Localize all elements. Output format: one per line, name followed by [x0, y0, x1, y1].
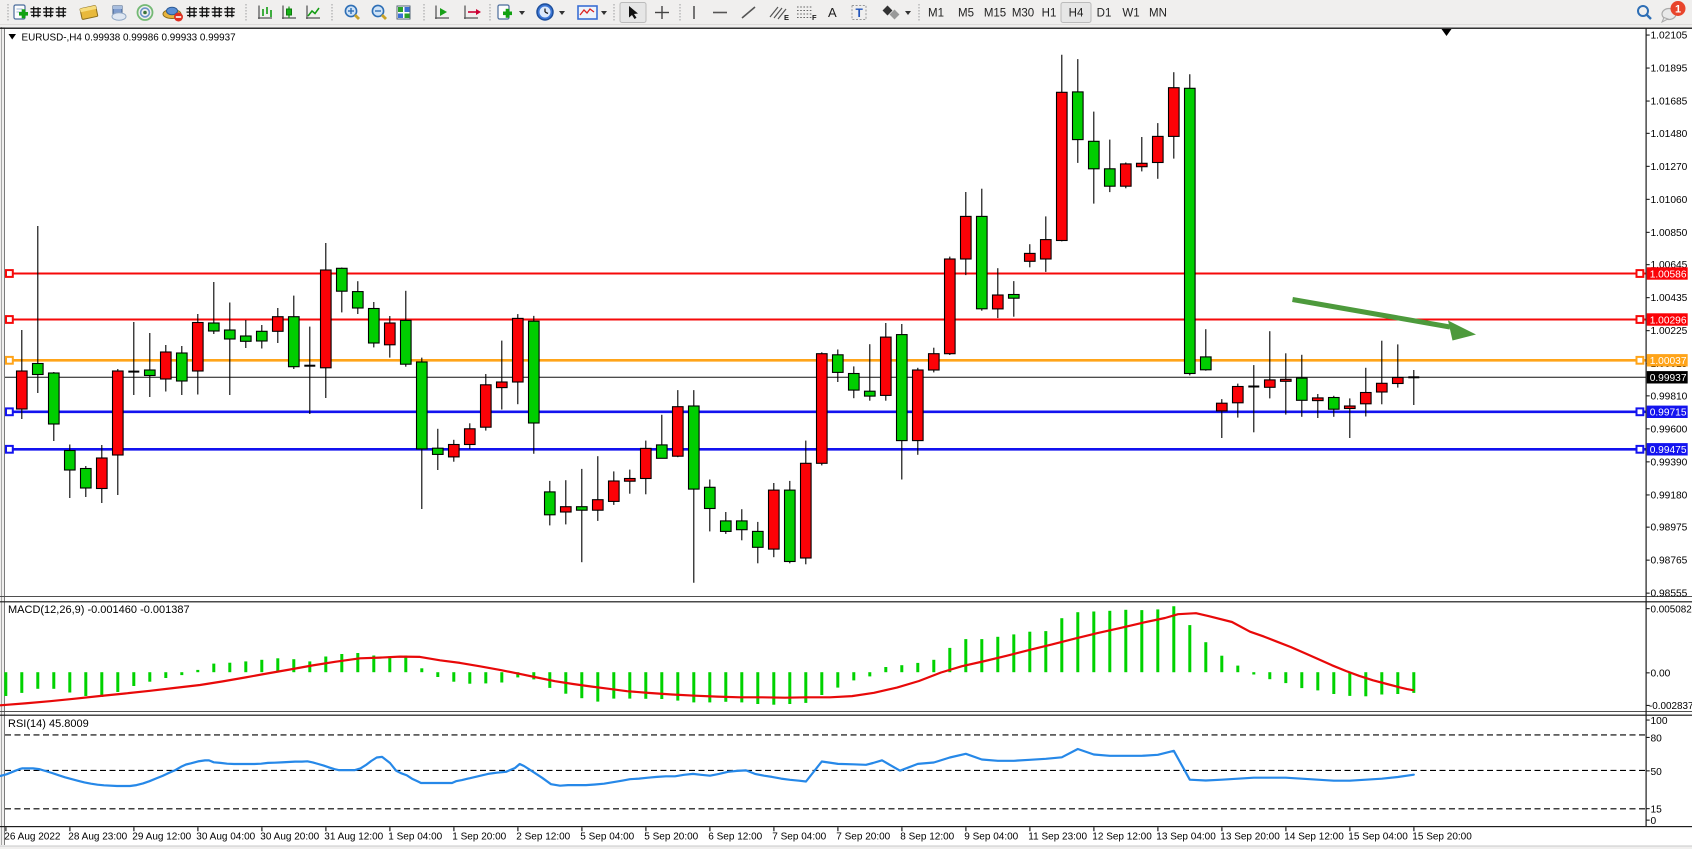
- svg-text:E: E: [784, 13, 789, 22]
- svg-text:50: 50: [1651, 767, 1663, 778]
- svg-text:6 Sep 12:00: 6 Sep 12:00: [708, 832, 762, 843]
- svg-text:0: 0: [1651, 816, 1657, 827]
- svg-text:9 Sep 04:00: 9 Sep 04:00: [964, 832, 1018, 843]
- svg-text:0.99180: 0.99180: [1651, 491, 1688, 502]
- svg-text:0.99475: 0.99475: [1650, 445, 1687, 456]
- svg-text:A: A: [828, 5, 837, 20]
- svg-text:1.00586: 1.00586: [1650, 269, 1687, 280]
- svg-text:26 Aug 2022: 26 Aug 2022: [4, 832, 61, 843]
- svg-text:1.00435: 1.00435: [1651, 293, 1688, 304]
- svg-text:1.02105: 1.02105: [1651, 31, 1688, 42]
- svg-text:H4: H4: [1069, 8, 1084, 20]
- svg-text:1 Sep 04:00: 1 Sep 04:00: [388, 832, 442, 843]
- svg-text:1 Sep 20:00: 1 Sep 20:00: [452, 832, 506, 843]
- svg-text:11 Sep 23:00: 11 Sep 23:00: [1028, 832, 1087, 843]
- svg-text:1.00225: 1.00225: [1651, 326, 1688, 337]
- svg-text:5 Sep 04:00: 5 Sep 04:00: [580, 832, 634, 843]
- svg-text:1.00645: 1.00645: [1651, 260, 1688, 271]
- svg-text:RSI(14) 45.8009: RSI(14) 45.8009: [8, 718, 89, 730]
- svg-text:0.99715: 0.99715: [1650, 408, 1687, 419]
- svg-text:-0.002837: -0.002837: [1649, 701, 1692, 712]
- svg-text:F: F: [812, 13, 817, 22]
- svg-text:2 Sep 12:00: 2 Sep 12:00: [516, 832, 570, 843]
- svg-text:28 Aug 23:00: 28 Aug 23:00: [68, 832, 127, 843]
- svg-text:0.99937: 0.99937: [1650, 373, 1687, 384]
- svg-text:15 Sep 04:00: 15 Sep 04:00: [1348, 832, 1408, 843]
- svg-text:D1: D1: [1097, 8, 1112, 20]
- svg-text:H1: H1: [1042, 8, 1057, 20]
- svg-text:1.00296: 1.00296: [1650, 315, 1687, 326]
- svg-text:30 Aug 04:00: 30 Aug 04:00: [196, 832, 255, 843]
- svg-text:31 Aug 12:00: 31 Aug 12:00: [324, 832, 383, 843]
- svg-text:0.99390: 0.99390: [1651, 457, 1688, 468]
- svg-text:M5: M5: [958, 8, 974, 20]
- svg-text:0.99810: 0.99810: [1651, 391, 1688, 402]
- svg-text:0.005082: 0.005082: [1651, 604, 1692, 615]
- svg-text:EURUSD-,H4 0.99938 0.99986 0.: EURUSD-,H4 0.99938 0.99986 0.99933 0.999…: [22, 32, 236, 43]
- svg-text:14 Sep 12:00: 14 Sep 12:00: [1284, 832, 1344, 843]
- svg-text:M15: M15: [984, 8, 1006, 20]
- svg-text:5 Sep 20:00: 5 Sep 20:00: [644, 832, 698, 843]
- svg-text:1.01270: 1.01270: [1651, 162, 1688, 173]
- svg-text:15: 15: [1651, 805, 1663, 816]
- svg-text:30 Aug 20:00: 30 Aug 20:00: [260, 832, 319, 843]
- svg-text:1.01060: 1.01060: [1651, 195, 1688, 206]
- svg-text:15 Sep 20:00: 15 Sep 20:00: [1412, 832, 1472, 843]
- svg-text:0.98765: 0.98765: [1651, 556, 1688, 567]
- svg-text:80: 80: [1651, 733, 1663, 744]
- svg-text:M1: M1: [928, 8, 944, 20]
- svg-text:1.01685: 1.01685: [1651, 97, 1688, 108]
- svg-text:0.98555: 0.98555: [1651, 589, 1688, 600]
- svg-text:W1: W1: [1122, 8, 1139, 20]
- svg-text:M30: M30: [1012, 8, 1034, 20]
- svg-text:13 Sep 04:00: 13 Sep 04:00: [1156, 832, 1216, 843]
- svg-text:0.00: 0.00: [1651, 669, 1671, 680]
- svg-text:13 Sep 20:00: 13 Sep 20:00: [1220, 832, 1280, 843]
- svg-text:0.98975: 0.98975: [1651, 523, 1688, 534]
- svg-text:100: 100: [1651, 716, 1668, 727]
- svg-text:29 Aug 12:00: 29 Aug 12:00: [132, 832, 191, 843]
- svg-text:12 Sep 12:00: 12 Sep 12:00: [1092, 832, 1152, 843]
- svg-text:1.01480: 1.01480: [1651, 129, 1688, 140]
- svg-text:MACD(12,26,9) -0.001460 -0.001: MACD(12,26,9) -0.001460 -0.001387: [8, 604, 190, 616]
- svg-text:T: T: [856, 6, 864, 20]
- svg-text:0.99600: 0.99600: [1651, 424, 1688, 435]
- svg-text:1.01895: 1.01895: [1651, 64, 1688, 75]
- svg-text:MN: MN: [1149, 8, 1167, 20]
- svg-text:1.00850: 1.00850: [1651, 228, 1688, 239]
- svg-text:8 Sep 12:00: 8 Sep 12:00: [900, 832, 954, 843]
- svg-text:7 Sep 04:00: 7 Sep 04:00: [772, 832, 826, 843]
- svg-text:1: 1: [1675, 4, 1681, 16]
- svg-text:1.00037: 1.00037: [1650, 356, 1687, 367]
- svg-text:7 Sep 20:00: 7 Sep 20:00: [836, 832, 890, 843]
